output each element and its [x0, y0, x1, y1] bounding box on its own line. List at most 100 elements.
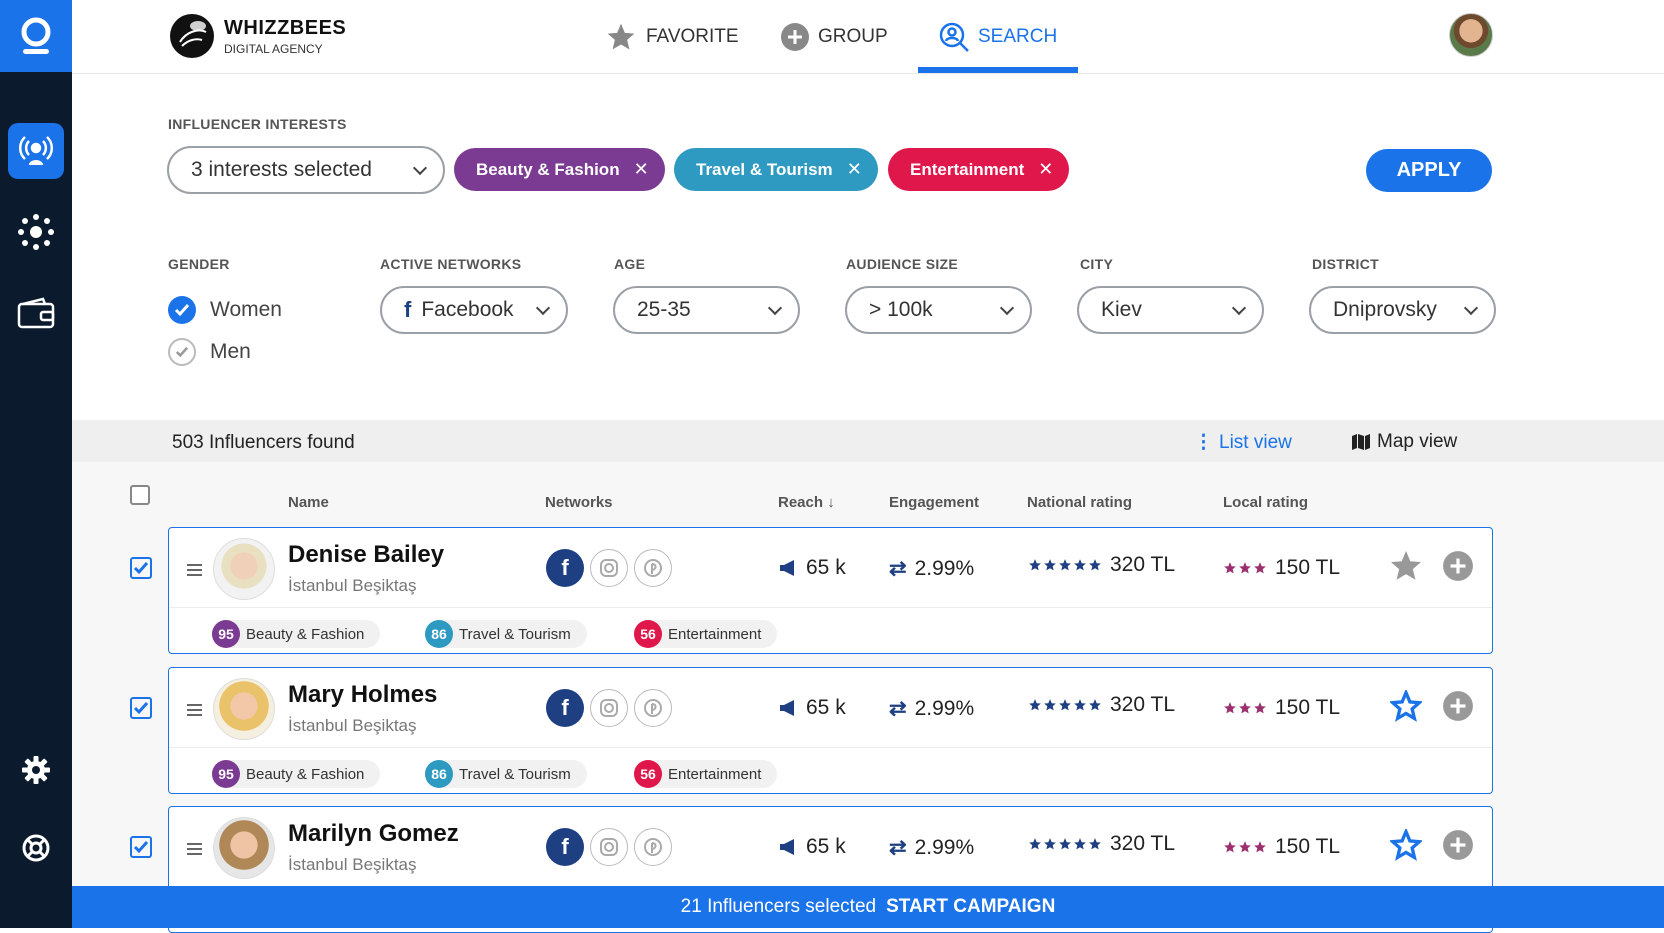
tab-group-label: GROUP	[818, 26, 888, 47]
tab-favorite-label: FAVORITE	[646, 26, 739, 47]
exchange-icon: ⇄	[889, 836, 907, 859]
col-engagement[interactable]: Engagement	[889, 494, 980, 511]
tab-search[interactable]: SEARCH	[938, 0, 1057, 74]
drag-handle-icon[interactable]	[187, 564, 202, 576]
search-user-icon	[939, 22, 969, 52]
star-icon	[607, 23, 635, 50]
influencer-location: İstanbul Beşiktaş	[288, 576, 417, 595]
network-icon[interactable]	[8, 204, 64, 260]
col-networks[interactable]: Networks	[545, 494, 613, 511]
influencer-name[interactable]: Marilyn Gomez	[288, 820, 459, 847]
sidebar	[0, 0, 72, 928]
pinterest-icon[interactable]	[634, 689, 672, 727]
col-national-rating[interactable]: National rating	[1027, 494, 1133, 511]
col-local-rating[interactable]: Local rating	[1223, 494, 1309, 511]
reach-value: 65 k	[806, 696, 846, 719]
map-view-toggle[interactable]: Map view	[1351, 431, 1457, 453]
rating-stars-icon	[1028, 558, 1102, 572]
campaign-footer: 21 Influencers selected START CAMPAIGN	[72, 886, 1664, 928]
row-checkbox[interactable]	[130, 697, 152, 719]
tab-favorite[interactable]: FAVORITE	[604, 0, 739, 74]
app-logo[interactable]	[0, 0, 72, 72]
settings-icon[interactable]	[8, 742, 64, 798]
row-checkbox[interactable]	[130, 836, 152, 858]
drag-handle-icon[interactable]	[187, 704, 202, 716]
tab-group[interactable]: GROUP	[780, 0, 888, 74]
favorite-star-icon[interactable]	[1388, 688, 1424, 724]
instagram-icon[interactable]	[590, 549, 628, 587]
close-icon[interactable]: ✕	[1038, 159, 1054, 179]
city-select[interactable]: Kiev	[1077, 286, 1264, 334]
close-icon[interactable]: ✕	[633, 159, 649, 179]
exchange-icon: ⇄	[889, 697, 907, 720]
apply-button[interactable]: APPLY	[1366, 149, 1492, 192]
add-to-group-icon[interactable]	[1440, 827, 1476, 863]
table-row[interactable]: Denise Bailey İstanbul Beşiktaş f 65 k ⇄ 2.99…	[168, 527, 1493, 654]
select-all-checkbox[interactable]	[130, 485, 150, 505]
instagram-icon[interactable]	[590, 828, 628, 866]
map-view-label: Map view	[1377, 431, 1458, 452]
influencer-photo	[213, 538, 275, 600]
tab-search-label: SEARCH	[978, 26, 1058, 47]
audience-label: AUDIENCE SIZE	[846, 256, 959, 272]
add-to-group-icon[interactable]	[1440, 688, 1476, 724]
gender-men-option[interactable]: Men	[168, 338, 251, 366]
influencer-name[interactable]: Denise Bailey	[288, 541, 445, 568]
row-checkbox[interactable]	[130, 557, 152, 579]
results-count: 503 Influencers found	[172, 432, 355, 453]
bee-logo-icon	[170, 14, 214, 58]
add-to-group-icon[interactable]	[1440, 548, 1476, 584]
broadcast-icon[interactable]	[8, 123, 64, 179]
interests-select[interactable]: 3 interests selected	[167, 146, 445, 194]
networks-label: ACTIVE NETWORKS	[380, 256, 522, 272]
facebook-icon[interactable]: f	[546, 828, 584, 866]
facebook-icon[interactable]: f	[546, 689, 584, 727]
district-select[interactable]: Dniprovsky	[1309, 286, 1496, 334]
start-campaign-button[interactable]: START CAMPAIGN	[886, 896, 1056, 917]
networks-select[interactable]: f Facebook	[380, 286, 568, 334]
help-icon[interactable]	[8, 820, 64, 876]
age-label: AGE	[614, 256, 646, 272]
gender-women-option[interactable]: Women	[168, 296, 282, 324]
tag-label: Beauty & Fashion	[212, 620, 381, 648]
pinterest-icon[interactable]	[634, 549, 672, 587]
exchange-icon: ⇄	[889, 557, 907, 580]
chevron-down-icon	[1463, 300, 1479, 315]
close-icon[interactable]: ✕	[846, 159, 862, 179]
influencer-name[interactable]: Mary Holmes	[288, 681, 438, 708]
national-value: 320 TL	[1110, 832, 1175, 855]
check-circle-icon	[168, 296, 196, 324]
reach-value: 65 k	[806, 556, 846, 579]
networks-value: Facebook	[421, 298, 514, 321]
chip-beauty-fashion[interactable]: Beauty & Fashion ✕	[454, 148, 665, 191]
chip-travel-tourism[interactable]: Travel & Tourism ✕	[674, 148, 878, 191]
influencer-location: İstanbul Beşiktaş	[288, 855, 417, 874]
engagement-metric: ⇄ 2.99%	[889, 835, 974, 860]
chip-entertainment[interactable]: Entertainment ✕	[888, 148, 1070, 191]
user-avatar[interactable]	[1449, 13, 1493, 57]
instagram-icon[interactable]	[590, 689, 628, 727]
drag-handle-icon[interactable]	[187, 843, 202, 855]
tag-score: 56	[634, 620, 662, 648]
age-select[interactable]: 25-35	[613, 286, 800, 334]
national-value: 320 TL	[1110, 553, 1175, 576]
favorite-star-icon[interactable]	[1388, 827, 1424, 863]
local-rating: 150 TL	[1223, 835, 1340, 859]
table-row[interactable]: Mary Holmes İstanbul Beşiktaş f 65 k ⇄ 2.99% 3…	[168, 667, 1493, 794]
favorite-star-icon[interactable]	[1388, 548, 1424, 584]
national-rating: 320 TL	[1028, 553, 1175, 577]
city-label: CITY	[1080, 256, 1114, 272]
pinterest-icon[interactable]	[634, 828, 672, 866]
facebook-icon[interactable]: f	[546, 549, 584, 587]
col-name[interactable]: Name	[288, 494, 329, 511]
engagement-value: 2.99%	[914, 556, 975, 580]
rating-stars-icon	[1223, 561, 1267, 575]
list-view-toggle[interactable]: ⋮ List view	[1194, 431, 1292, 454]
audience-select[interactable]: > 100k	[845, 286, 1032, 334]
wallet-icon[interactable]	[8, 285, 64, 341]
brand[interactable]: WHIZZBEES DIGITAL AGENCY	[168, 12, 346, 60]
active-tab-indicator	[918, 67, 1078, 73]
megaphone-icon	[780, 839, 794, 855]
local-value: 150 TL	[1275, 556, 1340, 579]
col-reach[interactable]: Reach ↓	[778, 494, 835, 511]
